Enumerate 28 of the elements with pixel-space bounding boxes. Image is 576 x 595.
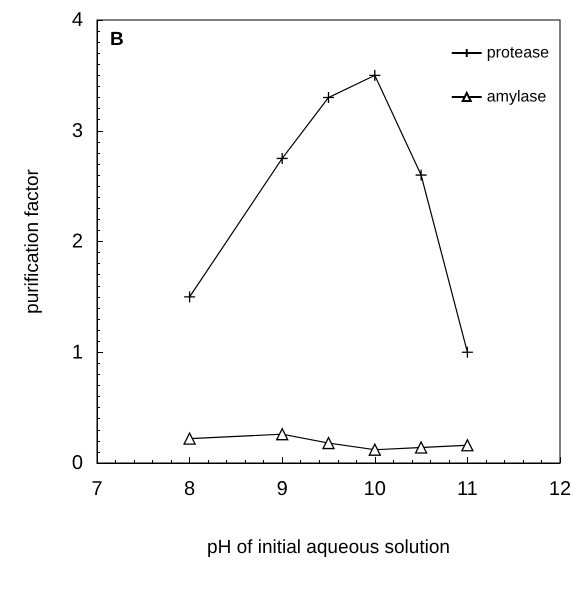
point xyxy=(414,168,428,182)
y-tick-label: 0 xyxy=(72,452,83,474)
point xyxy=(322,91,335,104)
point xyxy=(183,432,196,445)
point xyxy=(322,436,335,450)
y-axis-title: purification factor xyxy=(22,168,43,314)
point xyxy=(183,290,196,304)
y-tick-label: 4 xyxy=(72,9,83,31)
point xyxy=(276,152,288,165)
legend-label: amylase xyxy=(486,88,546,106)
x-axis-title: pH of initial aqueous solution xyxy=(207,537,450,558)
point xyxy=(276,428,288,440)
point xyxy=(368,69,381,82)
legend-label: protease xyxy=(486,44,550,62)
x-tick-label: 12 xyxy=(548,478,572,500)
x-tick-label: 10 xyxy=(364,478,386,500)
annotation: B xyxy=(110,29,124,50)
y-tick-label: 2 xyxy=(72,230,83,252)
point xyxy=(461,439,474,452)
point xyxy=(368,444,381,456)
y-tick-label: 3 xyxy=(72,120,83,142)
x-tick-label: 7 xyxy=(91,478,103,500)
y-tick-label: 1 xyxy=(72,341,83,364)
x-tick-label: 8 xyxy=(184,478,196,500)
point xyxy=(414,441,428,454)
x-tick-label: 9 xyxy=(276,478,288,500)
point xyxy=(461,346,474,358)
x-tick-label: 11 xyxy=(457,478,478,500)
